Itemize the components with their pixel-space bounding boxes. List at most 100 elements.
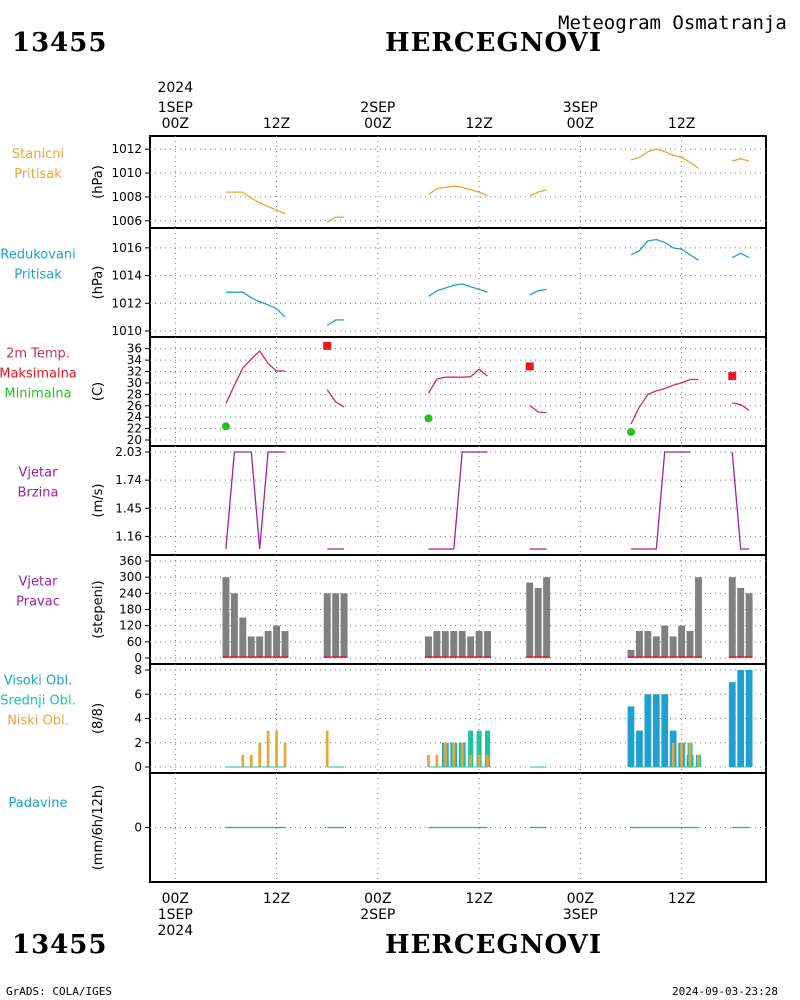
plot-timestamp: 2024-09-03-23:28 [672, 985, 778, 998]
low-cloud-bar [671, 742, 675, 767]
station-id-top: 13455 [12, 28, 108, 58]
ytick-label: 240 [119, 586, 142, 600]
ytick-label: 0 [134, 760, 142, 774]
time-label-bottom: 2024 [157, 923, 193, 939]
max-temp-marker [323, 341, 332, 350]
ytick-label: 1014 [111, 269, 142, 283]
direction-bar [661, 625, 669, 658]
direction-bar [247, 636, 255, 658]
time-label-top: 1SEP [158, 100, 193, 116]
direction-bar [652, 636, 660, 658]
series-line [225, 191, 286, 215]
panel-label: Vjetar [19, 575, 59, 590]
mid-cloud-bar [468, 730, 474, 767]
direction-bar [678, 625, 686, 658]
direction-bar [332, 593, 340, 658]
station-name-bottom: HERCEGNOVI [385, 930, 602, 960]
series-line [428, 451, 488, 550]
temp-line [529, 404, 547, 414]
low-cloud-bar [680, 742, 683, 767]
series-line [529, 288, 547, 296]
ytick-label: 36 [127, 342, 142, 356]
low-cloud-bar [452, 742, 456, 767]
time-label-bottom: 12Z [465, 891, 492, 907]
low-cloud-bar [275, 730, 278, 767]
series-line [225, 291, 286, 318]
low-cloud-bar [249, 754, 253, 767]
time-label-top: 00Z [162, 116, 189, 132]
grads-credit: GrADS: COLA/IGES [6, 985, 112, 998]
unit-label: (stepeni) [91, 580, 106, 638]
panel-label: Maksimalna [0, 367, 77, 382]
direction-bar [728, 577, 736, 658]
ytick-label: 0 [134, 651, 142, 665]
low-cloud-bar [266, 730, 270, 767]
time-label-bottom: 12Z [263, 891, 290, 907]
panel-label: Srednji Obl. [0, 694, 75, 709]
direction-bar [340, 593, 348, 658]
low-cloud-bar [688, 742, 692, 767]
ytick-label: 1.16 [115, 529, 142, 543]
ytick-label: 6 [134, 687, 142, 701]
panel-label: 2m Temp. [6, 347, 70, 362]
panel-label: Minimalna [4, 387, 71, 402]
series-line [631, 451, 691, 550]
high-cloud-bar [728, 682, 736, 767]
low-cloud-bar [427, 754, 430, 767]
direction-bar [737, 587, 745, 658]
ytick-label: 300 [119, 570, 142, 584]
high-cloud-bar [644, 694, 652, 767]
ytick-label: 22 [127, 422, 142, 436]
direction-bar [484, 631, 491, 658]
low-cloud-bar [435, 754, 439, 767]
series-line [731, 451, 750, 550]
ytick-label: 1012 [111, 296, 142, 310]
unit-label: (8/8) [91, 703, 106, 734]
panel-p4: 2.03 1.74 1.45 1.16 (m/s) Vjetar Brzina [18, 445, 767, 556]
direction-bar [273, 625, 281, 658]
ytick-label: 24 [127, 410, 142, 424]
series-line [428, 283, 488, 297]
ytick-label: 1008 [111, 190, 142, 204]
series-line [529, 189, 547, 197]
direction-bar [695, 577, 702, 658]
ytick-label: 1.45 [115, 501, 142, 515]
min-temp-marker [424, 414, 433, 423]
direction-bar [745, 593, 753, 658]
time-label-bottom: 00Z [567, 891, 594, 907]
high-cloud-bar [652, 694, 660, 767]
time-label-top: 3SEP [563, 100, 598, 116]
direction-bar [323, 593, 331, 658]
time-label-top: 00Z [364, 116, 391, 132]
time-label-top: 2SEP [360, 100, 395, 116]
high-cloud-bar [627, 706, 635, 767]
ytick-label: 28 [127, 387, 142, 401]
direction-bar [526, 582, 534, 658]
panel-frame [149, 227, 767, 338]
high-cloud-bar [636, 730, 643, 767]
direction-bar [669, 636, 677, 658]
low-cloud-bar [469, 754, 473, 767]
panel-p5: 360 300 240 180 120 60 0 (stepeni) Vjetar Pravac [16, 554, 767, 665]
ytick-label: 1012 [111, 142, 142, 156]
low-cloud-bar [325, 730, 329, 767]
station-id-bottom: 13455 [12, 930, 108, 960]
ytick-label: 0 [134, 821, 142, 835]
time-label-bottom: 1SEP [158, 907, 193, 923]
temp-line [732, 402, 750, 411]
unit-label: (m/s) [91, 484, 106, 518]
series-line [630, 238, 699, 261]
ytick-label: 26 [127, 399, 142, 413]
time-label-bottom: 12Z [668, 891, 695, 907]
direction-bar [627, 649, 635, 658]
panel-frame [149, 336, 767, 447]
direction-bar [458, 631, 466, 658]
ytick-label: 8 [134, 663, 142, 677]
panel-label: Niski Obl. [7, 714, 69, 729]
panel-p1: 1012 1010 1008 1006 (hPa) Stanicni Pritisak [12, 135, 767, 229]
station-name-top: HERCEGNOVI [385, 28, 602, 58]
direction-bar [264, 631, 272, 658]
low-cloud-bar [477, 754, 481, 767]
